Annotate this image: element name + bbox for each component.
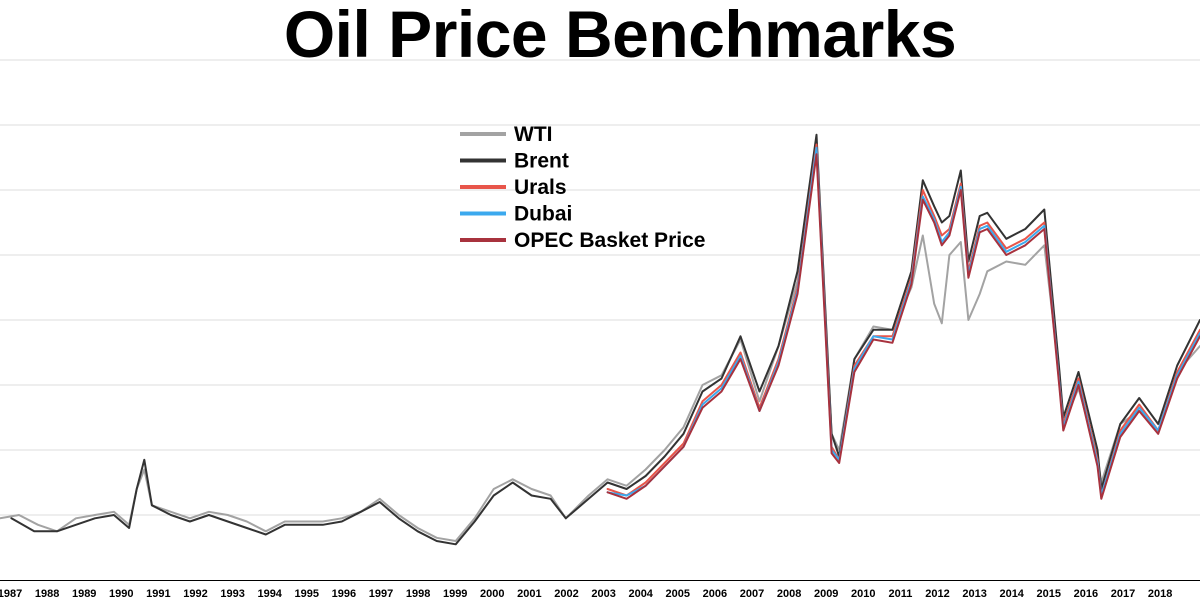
series-line-dubai	[606, 146, 1200, 497]
x-tick-label: 2004	[628, 588, 653, 600]
series-line-brent	[10, 133, 1200, 546]
x-tick-label: 2001	[517, 588, 541, 600]
x-tick-label: 2015	[1037, 588, 1061, 600]
x-tick-label: 1995	[295, 588, 319, 600]
legend-label: OPEC Basket Price	[514, 229, 705, 252]
x-tick-label: 1997	[369, 588, 393, 600]
x-tick-label: 1990	[109, 588, 133, 600]
series-lines	[0, 133, 1200, 546]
x-tick-label: 2010	[851, 588, 875, 600]
x-tick-label: 2016	[1074, 588, 1098, 600]
x-tick-label: 1999	[443, 588, 467, 600]
x-tick-label: 1991	[146, 588, 170, 600]
x-tick-label: 2011	[888, 588, 912, 600]
x-tick-label: 1994	[257, 588, 282, 600]
x-tick-label: 2012	[925, 588, 949, 600]
x-tick-label: 1996	[332, 588, 356, 600]
x-axis: 1987 1988 1989 1990 1991 1992 1993 1994 1995 1996…	[0, 580, 1200, 600]
x-tick-label: 2014	[999, 588, 1024, 600]
x-tick-label: 2007	[740, 588, 764, 600]
x-tick-label: 2008	[777, 588, 801, 600]
x-tick-label: 2013	[962, 588, 986, 600]
x-tick-label: 2005	[666, 588, 690, 600]
series-line-opec-basket-price	[606, 153, 1200, 500]
legend-label: Dubai	[514, 203, 572, 226]
x-tick-label: 1998	[406, 588, 430, 600]
series-line-wti	[0, 146, 1200, 542]
x-tick-label: 2000	[480, 588, 504, 600]
x-tick-label: 2003	[591, 588, 615, 600]
x-tick-label: 2002	[554, 588, 578, 600]
x-tick-label: 2009	[814, 588, 838, 600]
x-tick-label: 1989	[72, 588, 96, 600]
legend: WTI Brent Urals Dubai OPEC Basket Price	[460, 123, 705, 252]
x-tick-label: 1987	[0, 588, 22, 600]
x-tick-label: 2006	[703, 588, 727, 600]
x-tick-label: 1992	[183, 588, 207, 600]
chart-title: Oil Price Benchmarks	[283, 0, 957, 71]
legend-label: Urals	[514, 176, 567, 199]
legend-label: WTI	[514, 123, 552, 146]
x-tick-label: 1993	[220, 588, 244, 600]
x-tick-label: 2017	[1111, 588, 1135, 600]
x-tick-label: 1988	[35, 588, 59, 600]
x-tick-label: 2018	[1148, 588, 1172, 600]
gridlines	[0, 59, 1200, 516]
legend-label: Brent	[514, 150, 569, 173]
